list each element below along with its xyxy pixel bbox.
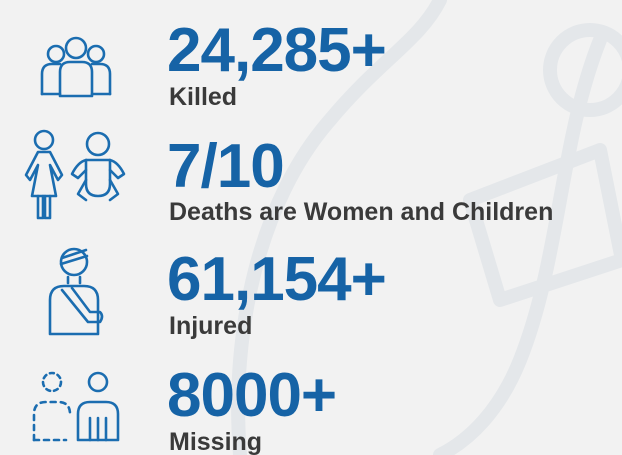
icon-group <box>42 38 110 96</box>
icon-woman-child <box>26 131 124 218</box>
stat-label: Injured <box>169 312 252 340</box>
stat-value: 61,154+ <box>167 245 386 314</box>
stat-label: Deaths are Women and Children <box>169 198 553 226</box>
infographic: 24,285+ Killed 7/10 Deaths are Women and… <box>0 0 622 455</box>
stat-value: 24,285+ <box>167 16 386 85</box>
page: {"stats": [ {"value": "24,285+", "label"… <box>0 0 622 455</box>
icon-missing <box>34 373 118 440</box>
stat-value: 8000+ <box>167 361 336 430</box>
stat-label: Missing <box>169 428 262 455</box>
icon-injured <box>50 249 102 334</box>
stat-value: 7/10 <box>167 132 284 201</box>
stat-label: Killed <box>169 83 237 111</box>
